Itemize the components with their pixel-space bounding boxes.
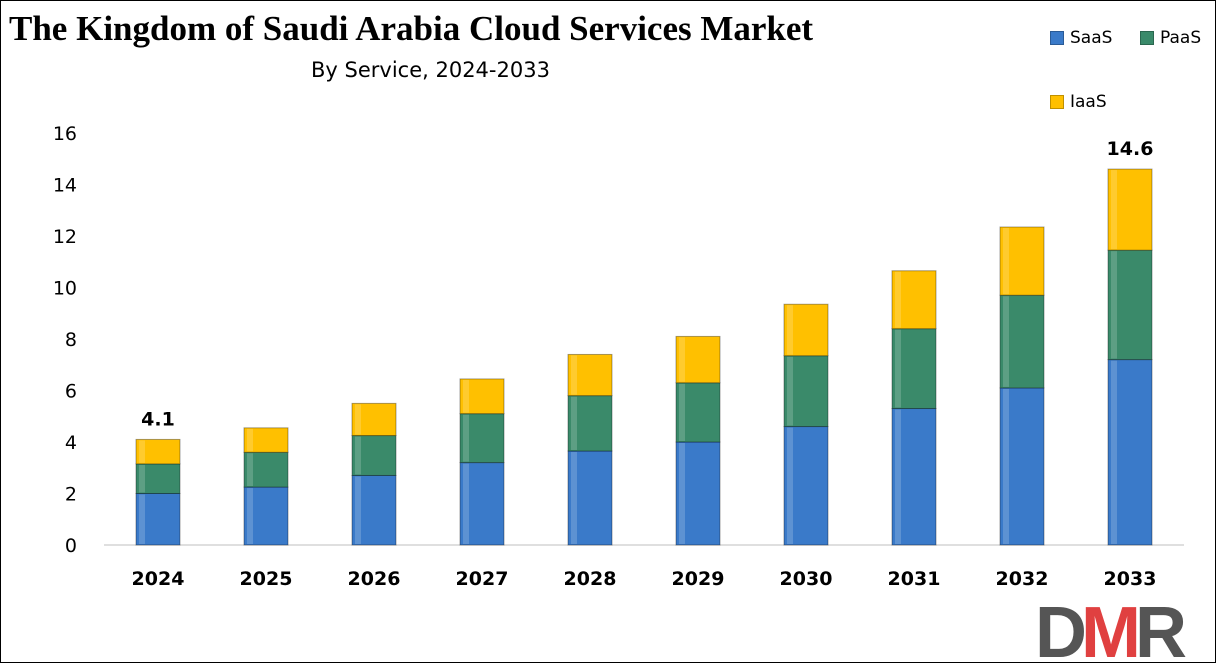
- bar-saas-2026: [351, 474, 397, 546]
- bar-highlight: [787, 305, 793, 355]
- bar-highlight: [355, 404, 361, 435]
- bar-saas-2031: [891, 408, 937, 546]
- bar-highlight: [895, 409, 901, 544]
- bar-iaas-2029: [675, 335, 721, 384]
- dmr-logo: DMR: [1035, 601, 1192, 659]
- bar-saas-2027: [459, 462, 505, 546]
- bar-highlight: [895, 329, 901, 408]
- bar-paas-2026: [351, 435, 397, 476]
- legend-item-iaas: IaaS: [1050, 92, 1107, 112]
- bar-highlight: [787, 427, 793, 544]
- y-tick-label: 4: [65, 432, 77, 454]
- x-tick-label: 2025: [240, 568, 293, 590]
- y-tick-label: 10: [53, 278, 77, 300]
- y-tick-label: 2: [65, 484, 77, 506]
- bar-paas-2031: [891, 328, 937, 410]
- bar-paas-2030: [783, 355, 829, 428]
- bar-paas-2024: [135, 463, 181, 495]
- chart-title: The Kingdom of Saudi Arabia Cloud Servic…: [9, 9, 814, 48]
- y-tick-label: 0: [65, 535, 77, 557]
- bar-highlight: [571, 396, 577, 451]
- bar-highlight: [139, 440, 145, 463]
- bar-paas-2029: [675, 382, 721, 443]
- bar-paas-2032: [999, 294, 1045, 389]
- bar-highlight: [787, 356, 793, 426]
- bar-highlight: [139, 464, 145, 493]
- bar-highlight: [247, 488, 253, 544]
- bar-saas-2028: [567, 450, 613, 546]
- legend-item-saas: SaaS: [1050, 28, 1112, 48]
- bar-highlight: [679, 383, 685, 441]
- bar-iaas-2028: [567, 353, 613, 397]
- y-tick-label: 6: [65, 381, 77, 403]
- x-tick-label: 2031: [888, 568, 941, 590]
- bar-highlight: [1111, 170, 1117, 250]
- y-tick-label: 12: [53, 226, 77, 248]
- legend-label-paas: PaaS: [1160, 28, 1202, 48]
- x-tick-label: 2026: [348, 568, 401, 590]
- x-tick-label: 2032: [996, 568, 1049, 590]
- bar-iaas-2030: [783, 303, 829, 357]
- bar-saas-2033: [1107, 359, 1153, 546]
- x-tick-label: 2033: [1104, 568, 1157, 590]
- bar-highlight: [571, 452, 577, 544]
- bar-highlight: [139, 494, 145, 544]
- bar-highlight: [355, 436, 361, 475]
- bar-highlight: [1003, 388, 1009, 544]
- y-tick-label: 16: [53, 123, 77, 145]
- y-tick-label: 14: [53, 175, 77, 197]
- x-tick-label: 2030: [780, 568, 833, 590]
- legend-swatch-paas: [1140, 31, 1154, 45]
- legend-swatch-iaas: [1050, 95, 1064, 109]
- dmr-logo-letter: M: [1081, 601, 1137, 659]
- x-tick-label: 2028: [564, 568, 617, 590]
- bar-highlight: [1003, 296, 1009, 387]
- bar-highlight: [679, 337, 685, 382]
- legend-label-iaas: IaaS: [1070, 92, 1107, 112]
- bar-highlight: [895, 271, 901, 328]
- bar-highlight: [247, 428, 253, 452]
- bar-highlight: [571, 355, 577, 395]
- bar-iaas-2032: [999, 226, 1045, 296]
- dmr-logo-text: DMR: [1035, 601, 1186, 659]
- bar-iaas-2024: [135, 438, 181, 465]
- x-tick-label: 2029: [672, 568, 725, 590]
- bar-paas-2025: [243, 451, 289, 488]
- bar-highlight: [1003, 227, 1009, 295]
- bar-iaas-2025: [243, 427, 289, 453]
- bar-iaas-2026: [351, 402, 397, 437]
- legend-item-paas: PaaS: [1140, 28, 1201, 48]
- bar-highlight: [355, 476, 361, 544]
- y-tick-label: 8: [65, 329, 77, 351]
- chart-subtitle: By Service, 2024-2033: [311, 58, 550, 82]
- dmr-logo-letter: D: [1035, 601, 1084, 659]
- bar-highlight: [247, 453, 253, 487]
- bar-highlight: [463, 379, 469, 413]
- bar-highlight: [679, 443, 685, 544]
- bar-highlight: [463, 463, 469, 544]
- x-tick-label: 2027: [456, 568, 509, 590]
- bar-iaas-2031: [891, 270, 937, 330]
- data-label: 4.1: [141, 408, 175, 430]
- bar-paas-2028: [567, 395, 613, 452]
- bar-iaas-2027: [459, 378, 505, 415]
- bar-highlight: [1111, 251, 1117, 359]
- dmr-logo-letter: R: [1135, 601, 1186, 659]
- bar-saas-2029: [675, 441, 721, 546]
- bar-iaas-2033: [1107, 168, 1153, 251]
- data-label: 14.6: [1107, 138, 1154, 160]
- legend-swatch-saas: [1050, 31, 1064, 45]
- bar-highlight: [463, 414, 469, 462]
- bar-saas-2032: [999, 387, 1045, 546]
- x-tick-label: 2024: [132, 568, 185, 590]
- legend-label-saas: SaaS: [1070, 28, 1113, 48]
- bar-highlight: [1111, 360, 1117, 544]
